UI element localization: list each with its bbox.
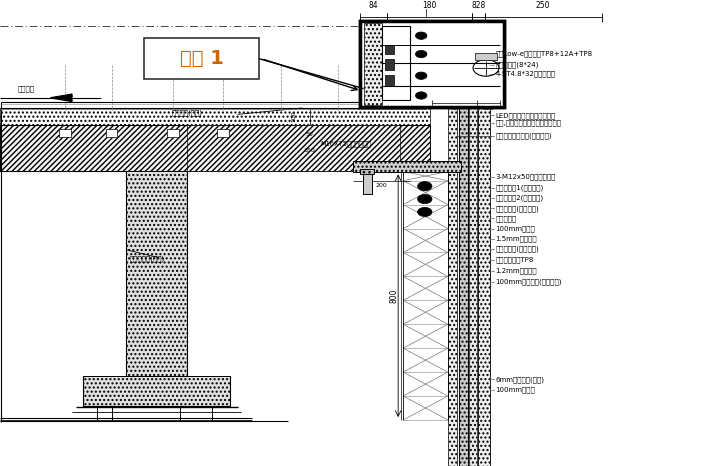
Text: 200: 200 bbox=[376, 183, 387, 188]
Bar bbox=[475, 53, 497, 60]
Text: 350: 350 bbox=[304, 148, 315, 153]
Bar bbox=[106, 129, 117, 137]
Text: M16X75不锈钢螺栓组: M16X75不锈钢螺栓组 bbox=[320, 141, 372, 147]
Text: 硅酮结构胶(8*24): 硅酮结构胶(8*24) bbox=[495, 62, 539, 68]
Bar bbox=[144, 38, 259, 79]
Text: LED特制低频氙灯，通长安装: LED特制低频氙灯，通长安装 bbox=[495, 112, 556, 119]
Bar bbox=[360, 169, 374, 174]
Text: 100mm防火棉: 100mm防火棉 bbox=[495, 387, 535, 393]
Polygon shape bbox=[469, 107, 477, 466]
Polygon shape bbox=[478, 107, 490, 466]
Text: 1.5mm镀锌钢板: 1.5mm镀锌钢板 bbox=[495, 235, 537, 242]
Bar bbox=[385, 75, 394, 86]
Text: 铝合金楼前大牙盖(氟碳烤漆): 铝合金楼前大牙盖(氟碳烤漆) bbox=[495, 132, 552, 139]
Text: 建筑标高: 建筑标高 bbox=[18, 85, 35, 92]
Text: 92: 92 bbox=[450, 106, 459, 111]
Bar bbox=[353, 161, 461, 172]
Text: 100mm保温岩棉(双面铝箔): 100mm保温岩棉(双面铝箔) bbox=[495, 279, 562, 285]
Polygon shape bbox=[0, 125, 430, 171]
Circle shape bbox=[415, 72, 427, 79]
Bar bbox=[363, 171, 372, 194]
Text: 铝合金挂件1(阳极氧化): 铝合金挂件1(阳极氧化) bbox=[495, 185, 544, 192]
Polygon shape bbox=[126, 171, 187, 376]
Bar bbox=[382, 26, 410, 100]
Bar bbox=[385, 45, 394, 54]
Text: 100: 100 bbox=[292, 111, 296, 123]
Text: 828: 828 bbox=[472, 1, 485, 10]
Circle shape bbox=[418, 182, 432, 191]
Circle shape bbox=[415, 50, 427, 58]
Polygon shape bbox=[0, 108, 430, 125]
Text: 100mm防火棉: 100mm防火棉 bbox=[495, 225, 535, 232]
Circle shape bbox=[418, 194, 432, 204]
Text: 4-ST4.8*32不锈钢螺钉: 4-ST4.8*32不锈钢螺钉 bbox=[495, 70, 556, 77]
Text: 250: 250 bbox=[536, 1, 551, 10]
Text: 6mm厚防火板(双面): 6mm厚防火板(双面) bbox=[495, 376, 544, 383]
Text: 整灯,分布位置详见立面意象明图纸: 整灯,分布位置详见立面意象明图纸 bbox=[495, 120, 562, 126]
Text: 84: 84 bbox=[369, 1, 379, 10]
Text: 50: 50 bbox=[306, 132, 313, 137]
Text: 中空Low-e超白玻璃TP8+12A+TP8: 中空Low-e超白玻璃TP8+12A+TP8 bbox=[495, 51, 593, 57]
Polygon shape bbox=[187, 125, 400, 171]
Text: 800: 800 bbox=[390, 288, 398, 303]
Text: 细节 1: 细节 1 bbox=[180, 49, 223, 68]
Text: 单片超白玻璃TP8: 单片超白玻璃TP8 bbox=[495, 256, 534, 263]
Polygon shape bbox=[50, 94, 72, 102]
Text: 180: 180 bbox=[423, 1, 437, 10]
Circle shape bbox=[418, 207, 432, 217]
Bar bbox=[360, 21, 504, 107]
Bar bbox=[59, 129, 71, 137]
Bar bbox=[385, 59, 394, 70]
Bar bbox=[217, 129, 229, 137]
Text: 150: 150 bbox=[482, 106, 495, 111]
Text: 主体钢结构(另购): 主体钢结构(另购) bbox=[130, 255, 165, 262]
Circle shape bbox=[415, 92, 427, 99]
Bar bbox=[360, 21, 504, 107]
Text: 室内地面(另购): 室内地面(另购) bbox=[171, 109, 203, 116]
Text: 铝合金挂件2(阳极氧化): 铝合金挂件2(阳极氧化) bbox=[495, 195, 544, 201]
Circle shape bbox=[415, 32, 427, 39]
Polygon shape bbox=[459, 107, 468, 466]
Text: 3-M12x50不锈钢螺栓组: 3-M12x50不锈钢螺栓组 bbox=[495, 174, 556, 180]
Polygon shape bbox=[83, 376, 230, 406]
Text: 1.2mm均匀钢板: 1.2mm均匀钢板 bbox=[495, 267, 537, 274]
Text: 铝合金龙板(阳极氧化): 铝合金龙板(阳极氧化) bbox=[495, 205, 539, 212]
Bar bbox=[167, 129, 179, 137]
Polygon shape bbox=[364, 23, 382, 105]
Text: 插式紧固件: 插式紧固件 bbox=[495, 215, 517, 222]
Polygon shape bbox=[448, 107, 457, 466]
Text: 铝合金立柱(静木喷涂): 铝合金立柱(静木喷涂) bbox=[495, 246, 539, 252]
